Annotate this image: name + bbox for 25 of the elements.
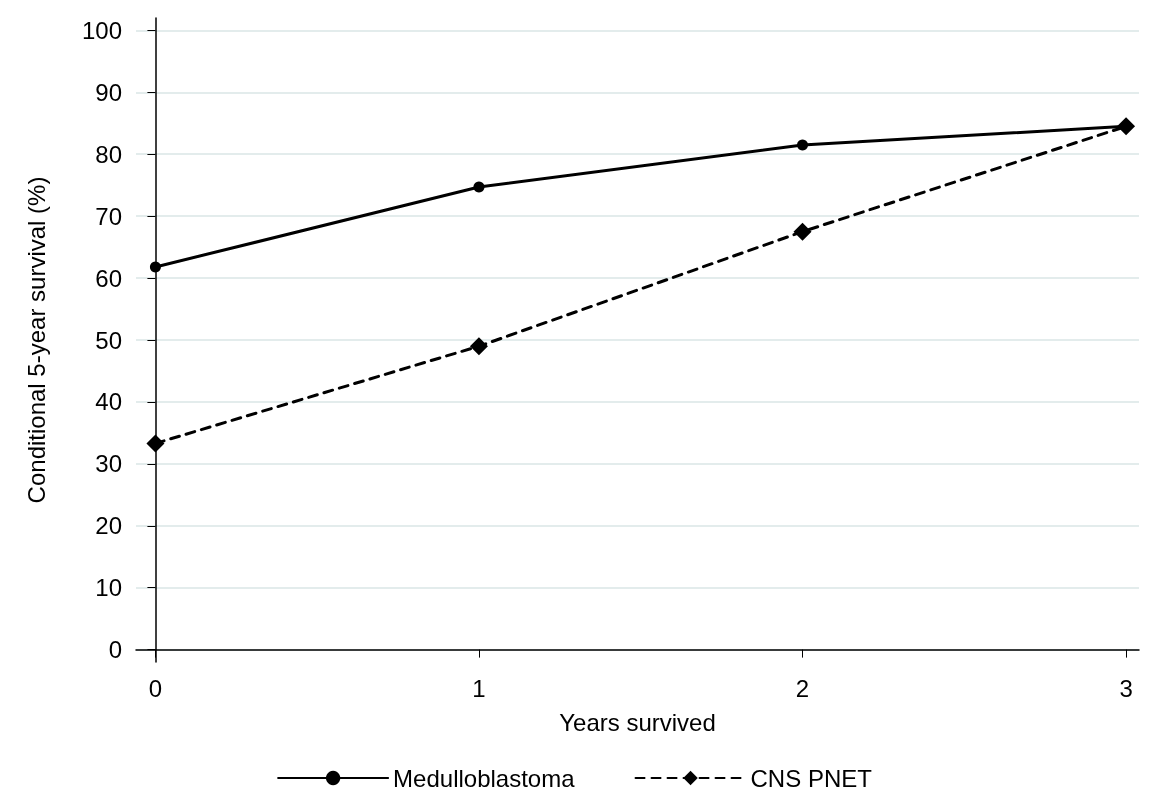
- point: [797, 139, 809, 151]
- legend-label: CNS PNET: [750, 764, 873, 792]
- y-tick-label: 60: [95, 264, 122, 292]
- y-tick-label: 80: [95, 140, 122, 168]
- y-tick-label: 20: [95, 512, 122, 540]
- x-axis-title: Years survived: [559, 708, 716, 736]
- point: [149, 261, 161, 273]
- y-tick-label: 70: [95, 202, 122, 230]
- x-tick-label: 0: [148, 674, 163, 702]
- point: [793, 222, 812, 241]
- y-axis-title: Conditional 5-year survival (%): [22, 176, 50, 504]
- x-tick-label: 2: [795, 674, 810, 702]
- legend-label: Medulloblastoma: [393, 764, 576, 792]
- y-tick-label: 50: [95, 326, 122, 354]
- point: [146, 434, 165, 453]
- y-tick-label: 90: [95, 78, 122, 106]
- x-tick-label: 3: [1119, 674, 1133, 702]
- x-tick-label: 1: [472, 674, 486, 702]
- y-tick-label: 40: [95, 388, 122, 416]
- point: [473, 181, 485, 193]
- y-tick-label: 100: [81, 16, 122, 44]
- y-tick-label: 30: [95, 450, 122, 478]
- y-tick-label: 10: [95, 574, 122, 602]
- point: [469, 337, 488, 356]
- y-tick-label: 0: [108, 636, 122, 664]
